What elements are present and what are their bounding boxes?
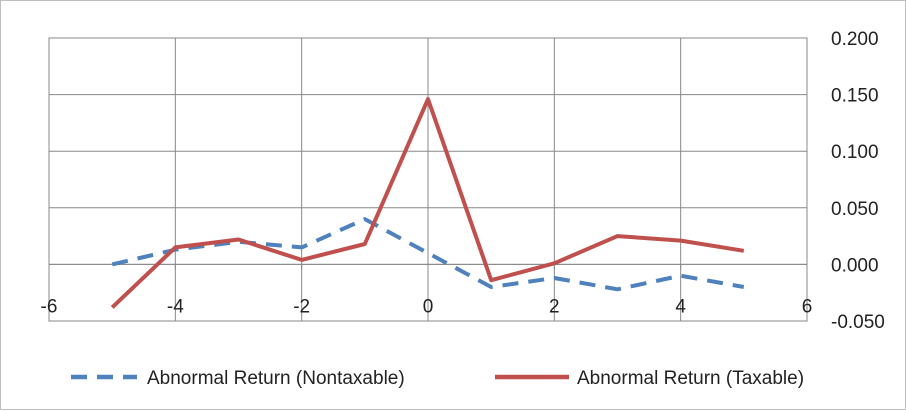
y-tick-label: 0.100 — [831, 142, 879, 163]
grid-layer — [48, 37, 808, 322]
legend-label-nontaxable: Abnormal Return (Nontaxable) — [147, 368, 405, 389]
series-line-taxable — [110, 97, 745, 309]
x-tick-label: -2 — [293, 296, 310, 317]
series-line-nontaxable — [111, 217, 745, 292]
y-tick-label: 0.000 — [831, 255, 879, 276]
y-tick-label: 0.050 — [831, 199, 879, 220]
legend-label-taxable: Abnormal Return (Taxable) — [577, 368, 804, 389]
x-tick-label: 6 — [802, 296, 813, 317]
tick-layer: -0.050 0.000 0.050 0.100 0.150 0.200 -6 -4 -2 0 2 4… — [41, 29, 885, 333]
x-tick-label: 2 — [549, 296, 560, 317]
series-layer — [110, 97, 745, 309]
x-tick-label: -4 — [167, 296, 184, 317]
y-tick-label: 0.150 — [831, 86, 879, 107]
x-tick-label: -6 — [41, 296, 58, 317]
y-tick-label: 0.200 — [831, 29, 879, 50]
x-tick-label: 4 — [675, 296, 686, 317]
legend: Abnormal Return (Nontaxable) Abnormal Re… — [71, 368, 804, 389]
y-tick-label: -0.050 — [831, 312, 885, 333]
x-tick-label: 0 — [423, 296, 434, 317]
